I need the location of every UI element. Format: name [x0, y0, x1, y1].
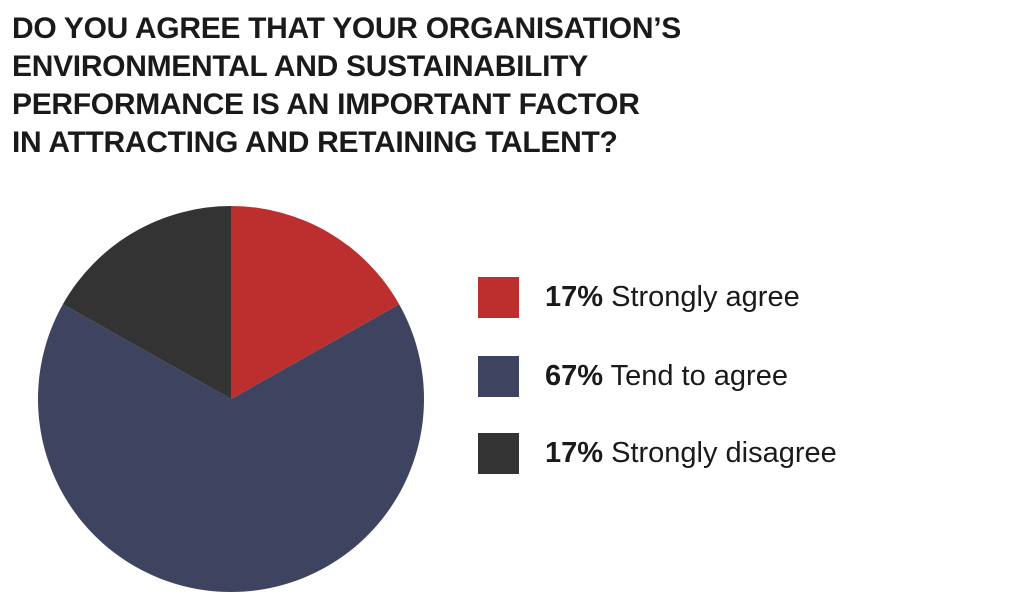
- legend-swatch-strongly-agree: [478, 276, 519, 318]
- legend-value: 17%: [545, 280, 604, 313]
- chart-title: DO YOU AGREE THAT YOUR ORGANISATION’S EN…: [12, 10, 681, 162]
- chart-title-line: IN ATTRACTING AND RETAINING TALENT?: [12, 126, 618, 159]
- chart-title-line: PERFORMANCE IS AN IMPORTANT FACTOR: [12, 88, 640, 121]
- chart-title-line: DO YOU AGREE THAT YOUR ORGANISATION’S: [12, 12, 681, 45]
- pie-slice-tend-to-agree: [38, 304, 425, 593]
- chart-title-line: ENVIRONMENTAL AND SUSTAINABILITY: [12, 50, 588, 83]
- pie-slice-strongly-agree: [231, 206, 400, 399]
- legend-item-strongly-agree: 17% Strongly agree: [478, 276, 800, 318]
- legend-swatch-tend-to-agree: [478, 355, 519, 397]
- legend-text: 17% Strongly disagree: [545, 437, 837, 470]
- legend-item-strongly-disagree: 17% Strongly disagree: [478, 432, 837, 474]
- legend-value: 17%: [545, 436, 604, 469]
- legend-swatch-strongly-disagree: [478, 432, 519, 474]
- legend-value: 67%: [545, 359, 604, 392]
- legend-text: 67% Tend to agree: [545, 360, 788, 393]
- legend-label: Strongly agree: [611, 280, 800, 313]
- legend-label: Tend to agree: [610, 359, 788, 392]
- pie-slice-strongly-disagree: [62, 206, 232, 399]
- legend-label: Strongly disagree: [611, 436, 837, 469]
- legend-text: 17% Strongly agree: [545, 281, 800, 314]
- legend-item-tend-to-agree: 67% Tend to agree: [478, 355, 788, 397]
